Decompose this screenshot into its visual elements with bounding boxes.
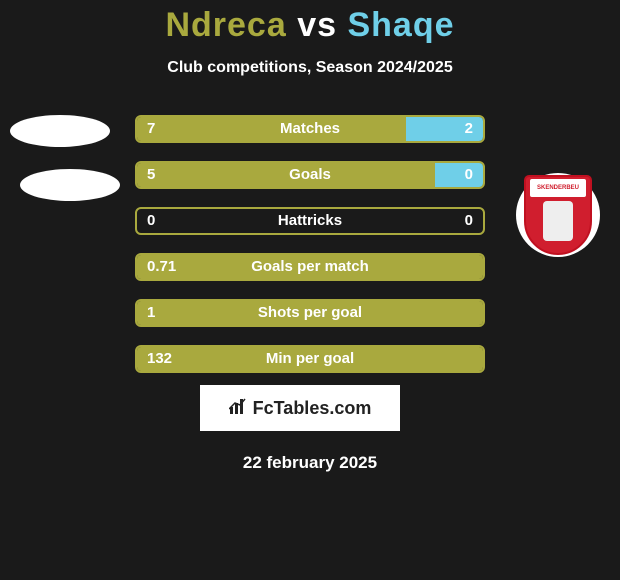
player2-name: Shaqe [347, 6, 454, 44]
vs-text: vs [297, 6, 347, 44]
stat-bar: 1Shots per goal [135, 299, 485, 327]
club-logo-emblem [543, 201, 573, 241]
stat-label: Goals per match [137, 255, 483, 279]
stat-label: Goals [137, 163, 483, 187]
comparison-title: Ndreca vs Shaqe [0, 0, 620, 45]
stat-bar: 72Matches [135, 115, 485, 143]
player1-avatar-placeholder [10, 115, 110, 147]
date-text: 22 february 2025 [0, 453, 620, 473]
subtitle: Club competitions, Season 2024/2025 [0, 59, 620, 77]
club-logo-label: SKENDERBEU [530, 179, 586, 197]
stat-label: Matches [137, 117, 483, 141]
player1-name: Ndreca [165, 6, 286, 44]
player2-avatar-placeholder [20, 169, 120, 201]
brand-text: FcTables.com [253, 398, 372, 419]
stat-label: Hattricks [137, 209, 483, 233]
stat-bar: 50Goals [135, 161, 485, 189]
stat-bars-container: 72Matches 50Goals 00Hattricks 0.71Goals per… [135, 115, 485, 391]
chart-icon [229, 397, 247, 420]
stat-bar: 00Hattricks [135, 207, 485, 235]
stat-label: Min per goal [137, 347, 483, 371]
club-logo: SKENDERBEU [516, 173, 600, 257]
stat-bar: 132Min per goal [135, 345, 485, 373]
stat-bar: 0.71Goals per match [135, 253, 485, 281]
brand-footer[interactable]: FcTables.com [200, 385, 400, 431]
stat-label: Shots per goal [137, 301, 483, 325]
